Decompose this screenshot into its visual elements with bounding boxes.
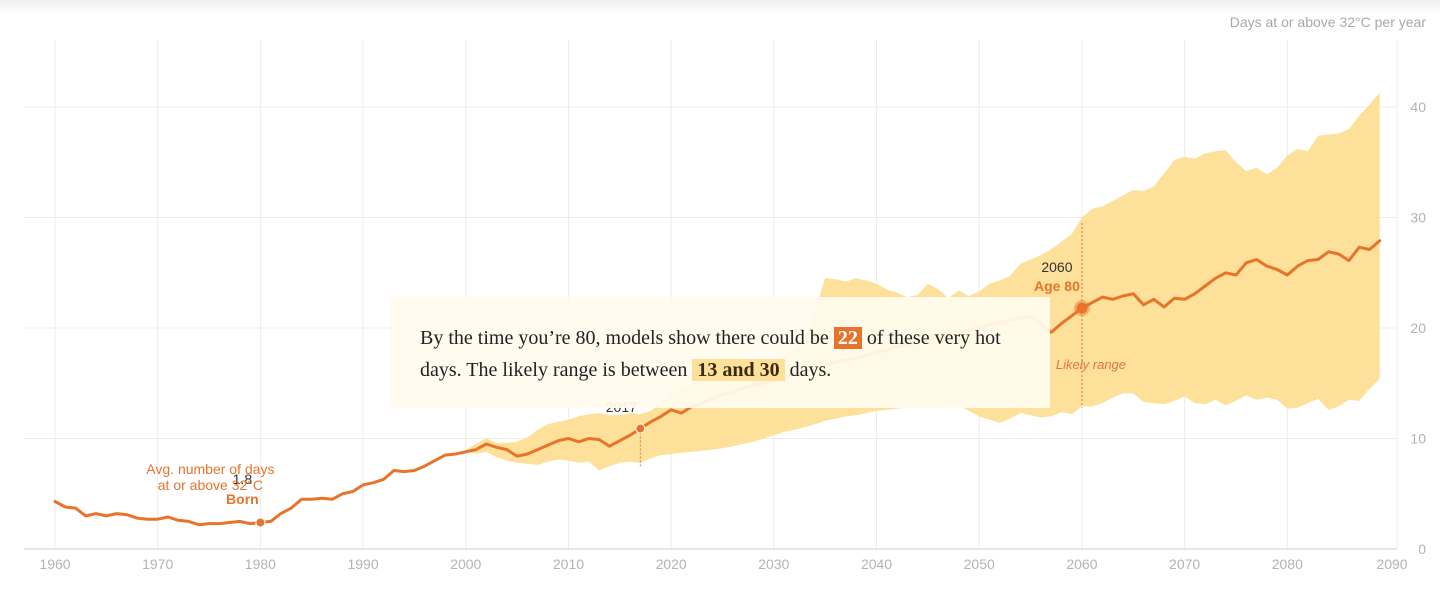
likely-range-band xyxy=(465,92,1380,471)
summary-callout: By the time you’re 80, models show there… xyxy=(390,297,1050,408)
y-axis-unit-label: Days at or above 32°C per year xyxy=(1230,14,1427,30)
top-shadow-bar xyxy=(0,0,1440,14)
x-tick-2070: 2070 xyxy=(1169,556,1200,572)
y-tick-30: 30 xyxy=(1410,210,1426,226)
born-annotation-title-line2: at or above 32°C xyxy=(158,477,263,493)
x-tick-2050: 2050 xyxy=(964,556,995,572)
y-tick-10: 10 xyxy=(1410,431,1426,447)
callout-predicted-days: 22 xyxy=(833,327,862,349)
callout-text-after: days. xyxy=(784,359,832,381)
x-tick-2080: 2080 xyxy=(1272,556,1303,572)
callout-text-before: By the time you’re 80, models show there… xyxy=(420,327,834,349)
age80-year-label: 2060 xyxy=(1041,259,1072,275)
x-tick-1970: 1970 xyxy=(142,556,173,572)
y-tick-20: 20 xyxy=(1410,320,1426,336)
born-annotation-label: Born xyxy=(226,491,259,507)
y-tick-40: 40 xyxy=(1410,99,1426,115)
born-obscured-value: 1.8 xyxy=(233,471,253,487)
likely-range-label: Likely range xyxy=(1056,357,1126,372)
x-tick-1980: 1980 xyxy=(245,556,276,572)
x-tick-2060: 2060 xyxy=(1066,556,1097,572)
born-annotation-title-line1: Avg. number of days xyxy=(146,461,274,477)
now-marker xyxy=(635,423,646,434)
x-tick-2030: 2030 xyxy=(758,556,789,572)
x-tick-2040: 2040 xyxy=(861,556,892,572)
y-tick-0: 0 xyxy=(1418,541,1426,557)
y-axis-ticks: 0 10 20 30 40 xyxy=(1410,99,1426,557)
x-tick-2000: 2000 xyxy=(450,556,481,572)
age80-label: Age 80 xyxy=(1034,278,1080,294)
callout-text-middle: of these very hot days. The likely range… xyxy=(420,327,1001,381)
x-tick-1990: 1990 xyxy=(347,556,378,572)
x-axis-ticks: 1960 1970 1980 1990 2000 2010 2020 2030 2040 2050… xyxy=(39,556,1407,572)
x-tick-2020: 2020 xyxy=(656,556,687,572)
x-tick-2010: 2010 xyxy=(553,556,584,572)
born-marker xyxy=(255,517,266,528)
x-tick-1960: 1960 xyxy=(39,556,70,572)
callout-likely-range: 13 and 30 xyxy=(692,359,785,381)
age80-marker xyxy=(1076,302,1088,314)
x-tick-2090: 2090 xyxy=(1376,556,1407,572)
